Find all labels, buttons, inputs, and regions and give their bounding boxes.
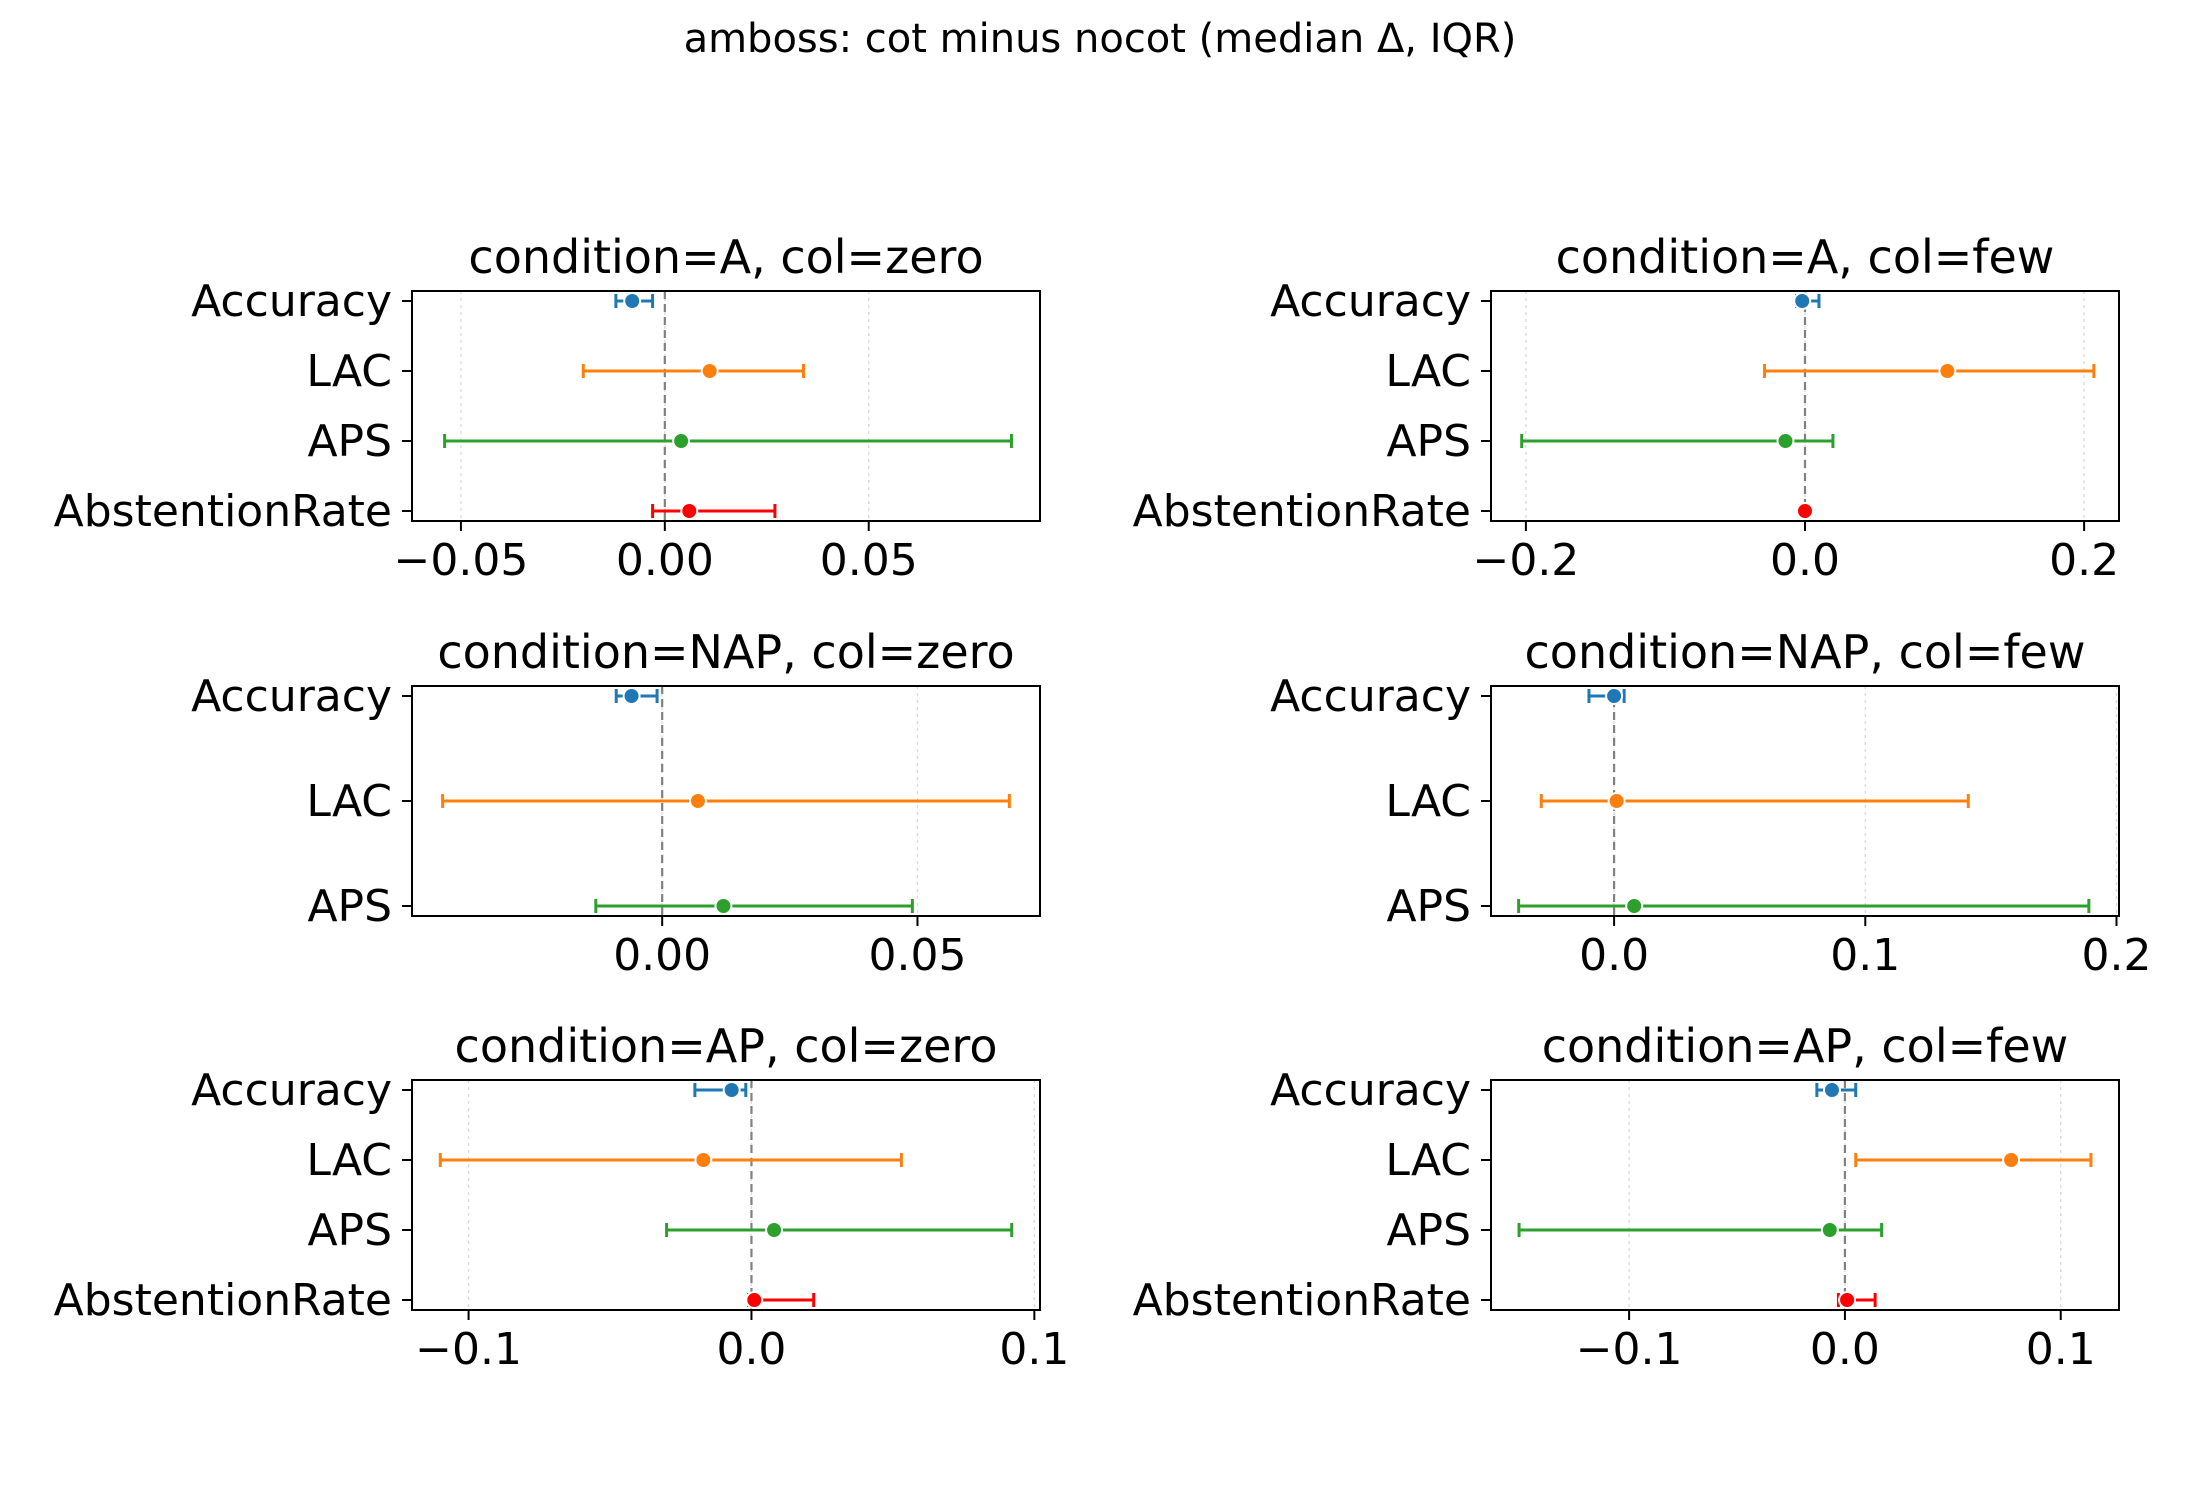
chart-title: condition=AP, col=few <box>1542 1019 2069 1073</box>
x-tick-label: 0.1 <box>2026 1324 2096 1375</box>
median-point <box>694 1151 713 1169</box>
median-point <box>688 792 707 810</box>
y-tick-label: LAC <box>1385 776 1471 827</box>
median-point <box>672 432 691 450</box>
chart-panel-2: condition=A, col=few −0.2 0.0 0.2 Accuracy LA… <box>1133 230 2120 586</box>
axes-frame <box>1490 1079 2120 1311</box>
chart-panel-6: condition=AP, col=few −0.1 0.0 0.1 Accuracy L… <box>1133 1019 2120 1375</box>
y-tick-label: Accuracy <box>1270 1065 1471 1116</box>
x-tick-label: 0.05 <box>820 535 918 586</box>
median-point <box>722 1081 741 1099</box>
median-point <box>623 292 642 310</box>
y-tick-label: APS <box>1386 881 1471 932</box>
axes-frame <box>411 290 1041 522</box>
chart-title: condition=NAP, col=zero <box>437 625 1014 679</box>
x-tick-label: −0.1 <box>1576 1324 1683 1375</box>
chart-title: condition=A, col=zero <box>468 230 983 284</box>
x-tick-label: 0.2 <box>2081 930 2151 981</box>
x-tick-label: −0.2 <box>1472 535 1579 586</box>
y-tick-label: APS <box>307 1205 392 1256</box>
median-point <box>1838 1291 1857 1309</box>
median-point <box>622 687 641 705</box>
median-point <box>1820 1221 1839 1239</box>
median-point <box>700 362 719 380</box>
y-tick-label: Accuracy <box>1270 671 1471 722</box>
axes-frame <box>411 1079 1041 1311</box>
y-tick-label: LAC <box>1385 346 1471 397</box>
median-point <box>745 1291 764 1309</box>
median-point <box>1796 502 1814 520</box>
y-tick-label: APS <box>1386 1205 1471 1256</box>
chart-title: condition=AP, col=zero <box>455 1019 998 1073</box>
y-tick-label: LAC <box>1385 1135 1471 1186</box>
y-tick-label: Accuracy <box>191 276 392 327</box>
median-point <box>765 1221 784 1239</box>
chart-panel-4: condition=NAP, col=few 0.0 0.1 0.2 Accuracy L… <box>1270 625 2151 981</box>
median-point <box>1793 292 1812 310</box>
x-tick-label: 0.1 <box>999 1324 1069 1375</box>
y-tick-label: Accuracy <box>191 671 392 722</box>
chart-panel-1: condition=A, col=zero −0.05 0.00 0.05 Accura… <box>54 230 1041 586</box>
y-tick-label: AbstentionRate <box>54 486 392 537</box>
median-point <box>1776 432 1795 450</box>
x-tick-label: −0.05 <box>394 535 529 586</box>
median-point <box>1607 792 1626 810</box>
x-tick-label: 0.2 <box>2049 535 2119 586</box>
y-tick-label: APS <box>307 881 392 932</box>
y-tick-label: APS <box>307 416 392 467</box>
y-tick-label: AbstentionRate <box>1133 486 1471 537</box>
median-point <box>680 502 699 520</box>
median-point <box>2002 1151 2021 1169</box>
x-tick-label: 0.0 <box>1810 1324 1880 1375</box>
y-tick-label: LAC <box>306 346 392 397</box>
chart-title: condition=A, col=few <box>1556 230 2055 284</box>
x-tick-label: −0.1 <box>415 1324 522 1375</box>
median-point <box>714 897 733 915</box>
y-tick-label: LAC <box>306 776 392 827</box>
y-tick-label: Accuracy <box>191 1065 392 1116</box>
x-tick-label: 0.0 <box>716 1324 786 1375</box>
median-point <box>1822 1081 1841 1099</box>
x-tick-label: 0.00 <box>613 930 711 981</box>
y-tick-label: LAC <box>306 1135 392 1186</box>
median-point <box>1605 687 1624 705</box>
x-tick-label: 0.1 <box>1830 930 1900 981</box>
chart-panel-3: condition=NAP, col=zero 0.00 0.05 Accuracy L… <box>191 625 1041 981</box>
y-tick-label: AbstentionRate <box>54 1275 392 1326</box>
chart-panel-5: condition=AP, col=zero −0.1 0.0 0.1 Accuracy… <box>54 1019 1070 1375</box>
y-tick-label: Accuracy <box>1270 276 1471 327</box>
chart-title: condition=NAP, col=few <box>1525 625 2086 679</box>
figure-title: amboss: cot minus nocot (median Δ, IQR) <box>684 16 1517 62</box>
x-tick-label: 0.0 <box>1579 930 1649 981</box>
x-tick-label: 0.0 <box>1770 535 1840 586</box>
median-point <box>1938 362 1957 380</box>
x-tick-label: 0.05 <box>868 930 966 981</box>
median-point <box>1625 897 1644 915</box>
y-tick-label: AbstentionRate <box>1133 1275 1471 1326</box>
x-tick-label: 0.00 <box>616 535 714 586</box>
y-tick-label: APS <box>1386 416 1471 467</box>
